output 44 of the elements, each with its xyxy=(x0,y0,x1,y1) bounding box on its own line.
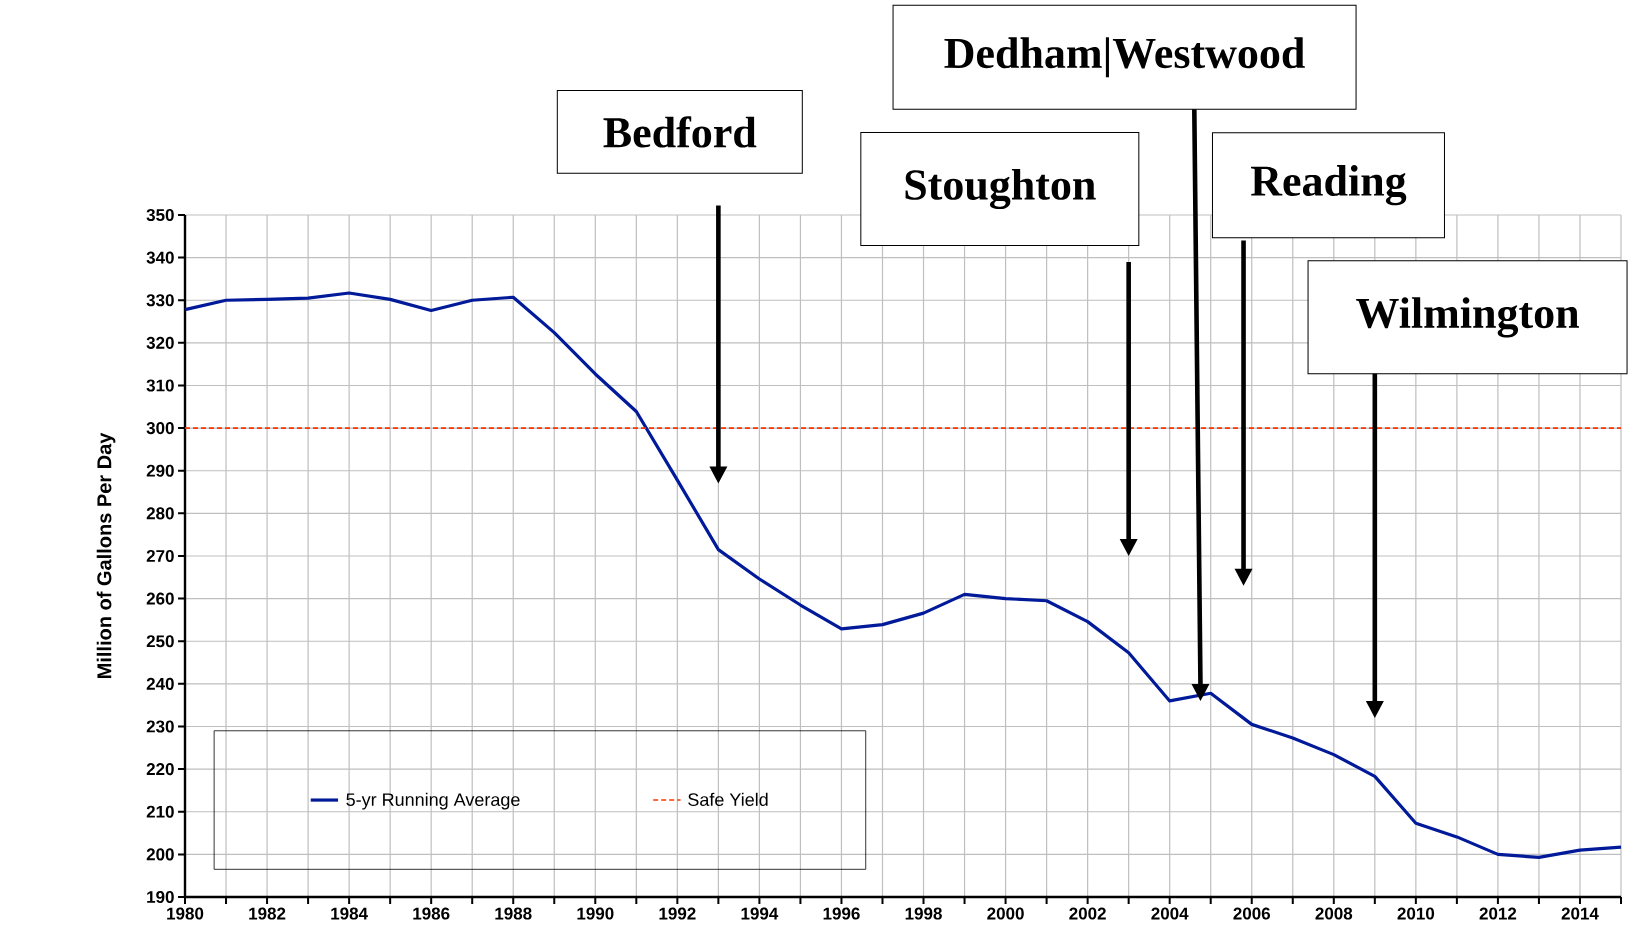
y-tick-label: 190 xyxy=(147,890,174,904)
line-series xyxy=(183,291,1623,859)
y-tick-label: 250 xyxy=(146,635,174,648)
y-tick-label: 220 xyxy=(146,763,174,776)
y-tick-label: 260 xyxy=(146,592,174,605)
x-tick-label: 1990 xyxy=(577,907,614,920)
x-tick-label: 1986 xyxy=(413,907,450,920)
x-tick-label: 2014 xyxy=(1561,907,1599,920)
x-tick-label: 1988 xyxy=(495,907,532,920)
y-tick-label: 240 xyxy=(146,677,174,690)
text: Reading xyxy=(1250,165,1407,206)
x-tick-label: 2012 xyxy=(1479,907,1517,920)
x-tick-label: 1996 xyxy=(823,907,860,920)
y-tick-label: 330 xyxy=(146,294,174,307)
y-tick-label: 200 xyxy=(146,848,174,861)
y-tick-label: 310 xyxy=(146,379,174,392)
y-tick-label: 290 xyxy=(146,464,174,477)
x-tick-label: 1994 xyxy=(741,907,779,920)
y-tick-label: 210 xyxy=(146,805,174,818)
x-tick-label: 1980 xyxy=(167,907,204,920)
x-tick-label: 2002 xyxy=(1069,907,1106,920)
y-tick-label: 270 xyxy=(146,549,174,563)
x-tick-label: 2000 xyxy=(987,907,1024,920)
y-tick-label: 320 xyxy=(146,336,174,349)
x-tick-label: 2010 xyxy=(1397,907,1435,920)
x-tick-label: 1998 xyxy=(905,907,942,920)
text: Dedham|Westwood xyxy=(944,37,1305,78)
y-tick-label: 300 xyxy=(146,422,174,435)
annotation: Wilmington xyxy=(1356,297,1579,338)
x-tick-label: 1992 xyxy=(659,907,696,920)
text: Bedford xyxy=(603,116,757,148)
legend-label: 5-yr Running Average xyxy=(346,792,520,810)
legend-label: Safe Yield xyxy=(688,792,768,806)
x-tick-label: 2004 xyxy=(1151,907,1189,920)
text: Stoughton xyxy=(905,168,1096,210)
x-tick-label: 1984 xyxy=(331,907,368,920)
x-tick-label: 2006 xyxy=(1233,907,1271,920)
x-tick-label: 2008 xyxy=(1315,907,1353,920)
y-tick-label: 340 xyxy=(146,251,174,264)
y-tick-label: 280 xyxy=(146,507,174,520)
y-tick-label: 230 xyxy=(146,720,174,733)
y-axis-title: Million of Gallons Per Day xyxy=(96,432,116,679)
x-tick-label: 1982 xyxy=(249,907,286,920)
y-tick-label: 350 xyxy=(146,208,174,222)
